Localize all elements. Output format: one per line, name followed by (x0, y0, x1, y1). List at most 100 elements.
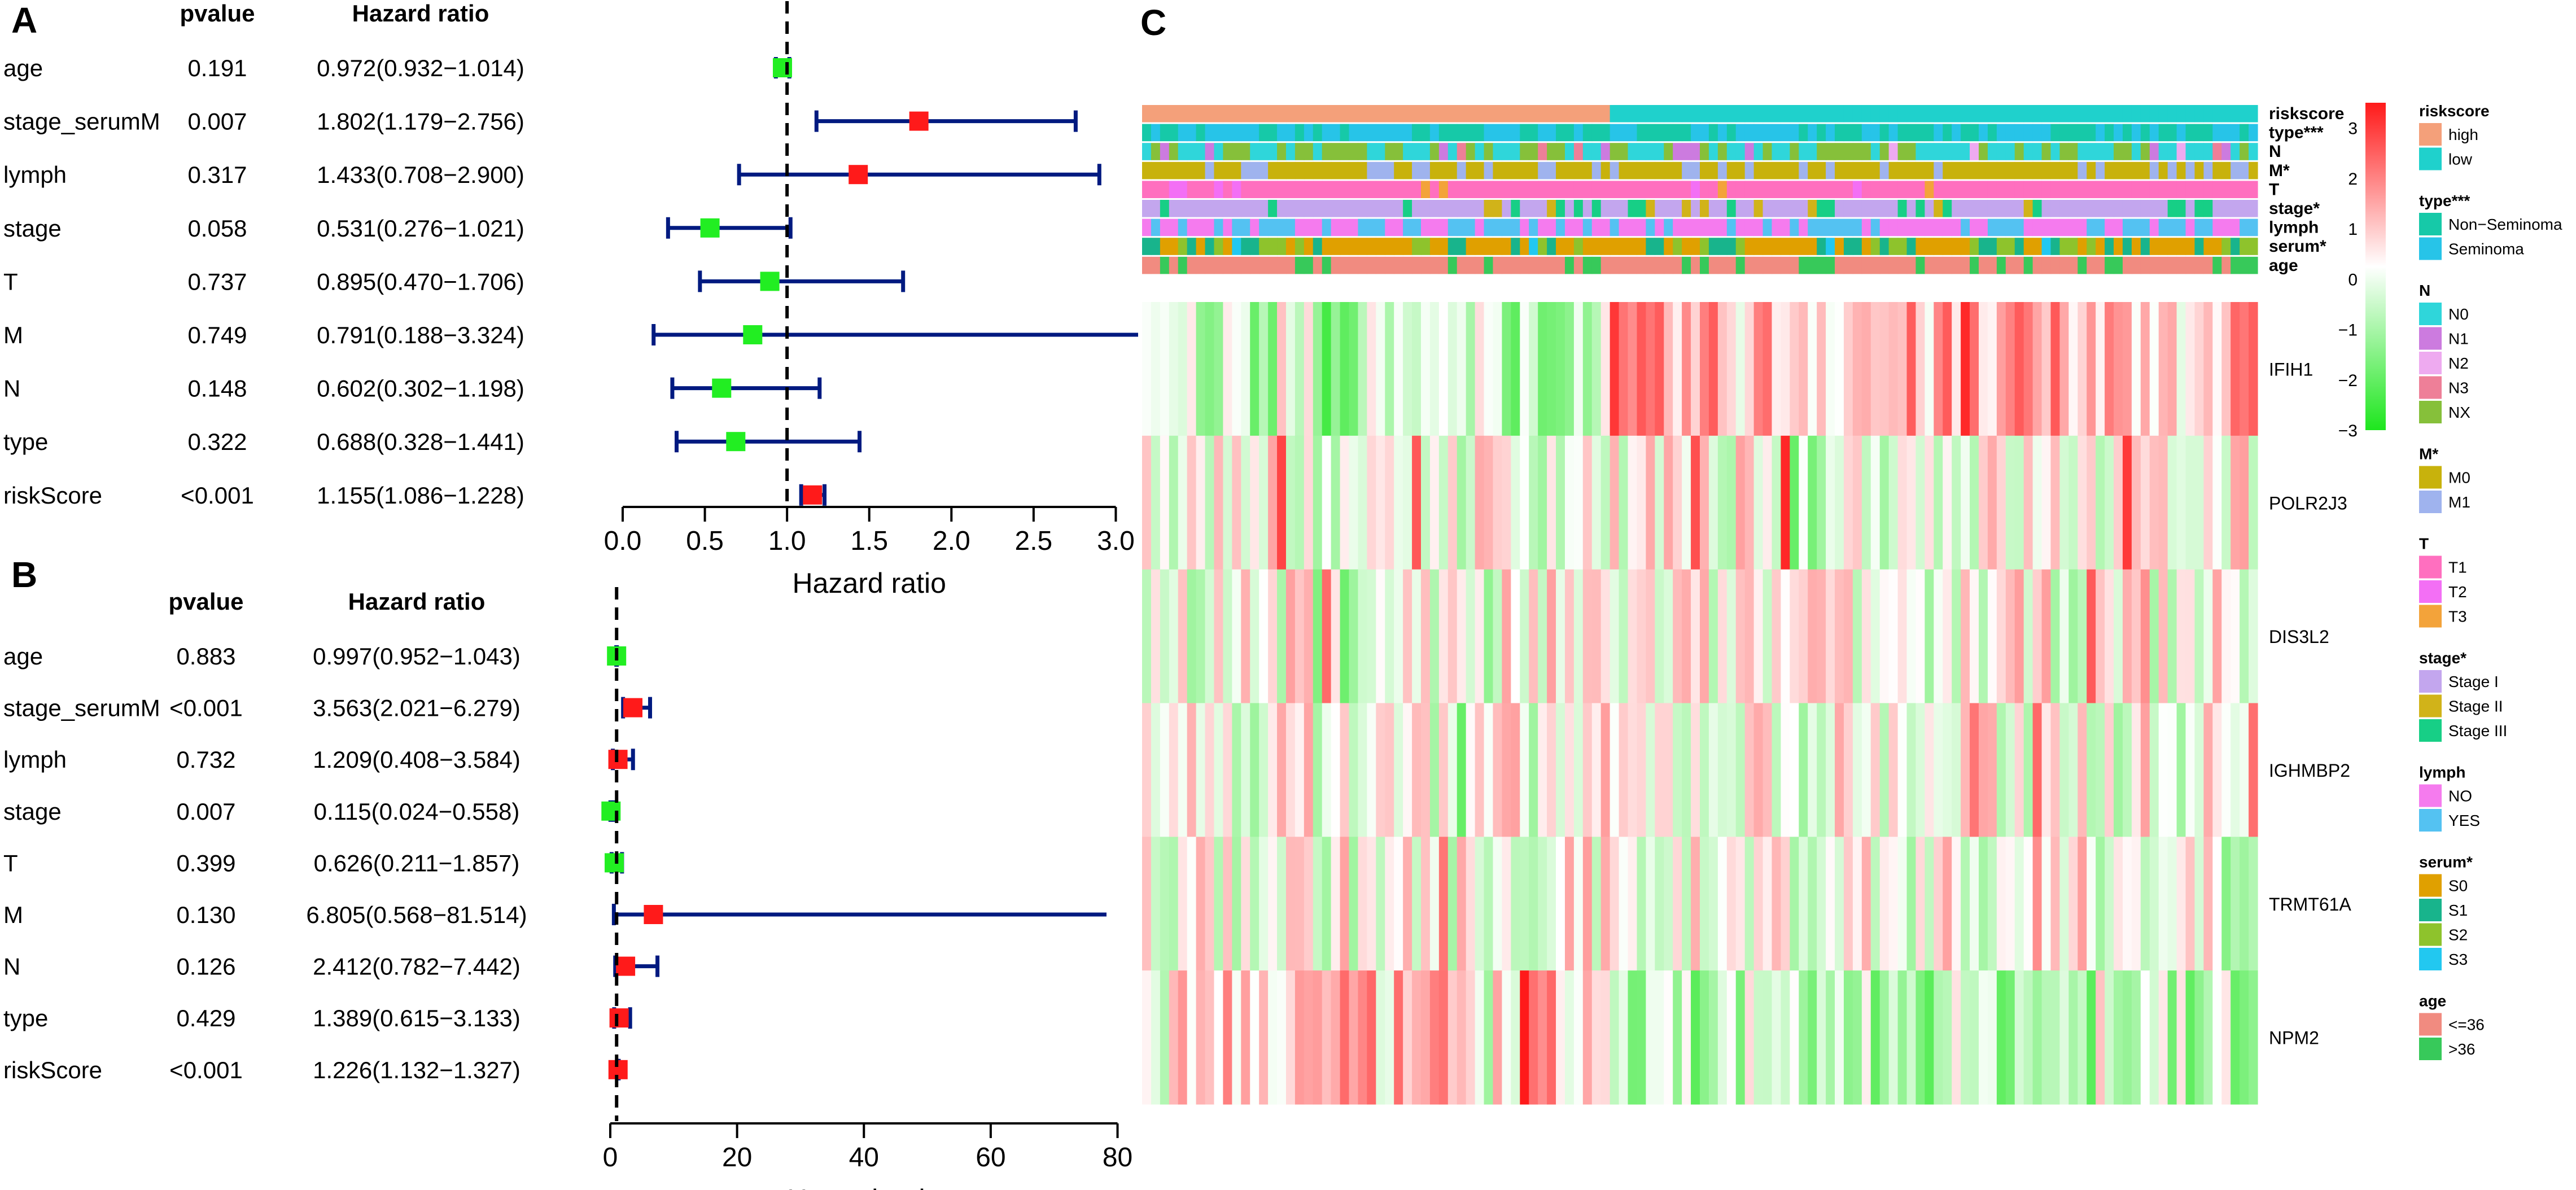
heat-cell (1655, 569, 1664, 704)
track-cell (1484, 105, 1494, 123)
track-cell (1888, 161, 1899, 180)
track-cell (1285, 200, 1296, 217)
track-cell (1367, 238, 1376, 255)
track-cell (1385, 181, 1394, 198)
heat-cell (1897, 837, 1908, 971)
heat-cell (2096, 837, 2105, 971)
track-cell (2231, 218, 2240, 237)
track-cell (1214, 143, 1224, 160)
heat-cell (1772, 837, 1782, 971)
track-cell (1529, 238, 1538, 255)
track-cell (1142, 181, 1152, 198)
track-cell (1682, 218, 1691, 237)
heat-cell (1241, 837, 1250, 971)
heat-cell (2105, 703, 2114, 837)
heat-cell (2041, 970, 2052, 1105)
row-hr-text-lymph: 1.433(0.708−2.900) (317, 161, 524, 188)
heat-cell (1790, 302, 1799, 436)
legend-title-stage: stage* (2419, 649, 2466, 667)
track-cell (1717, 218, 1727, 237)
track-cell (2050, 200, 2061, 217)
heat-cell (1925, 302, 1934, 436)
track-cell (1493, 238, 1503, 255)
heat-cell (1717, 569, 1727, 704)
heat-cell (2078, 302, 2087, 436)
track-cell (1744, 238, 1755, 255)
heat-cell (2131, 837, 2141, 971)
x-tick-label-3.0: 3.0 (1097, 526, 1135, 556)
heat-cell (1160, 703, 1170, 837)
track-cell (1547, 143, 1556, 160)
track-cell (1438, 105, 1449, 123)
track-cell (1529, 105, 1538, 123)
heat-cell (1394, 435, 1403, 570)
track-cell (1691, 161, 1700, 180)
heat-cell (2078, 703, 2087, 837)
track-cell (1475, 143, 1485, 160)
track-cell (1421, 256, 1431, 274)
track-cell (2212, 218, 2222, 237)
heat-cell (2212, 837, 2222, 971)
track-cell (1790, 218, 1799, 237)
heat-cell (1843, 970, 1853, 1105)
track-cell (2176, 105, 2186, 123)
track-cell (1259, 124, 1269, 142)
track-cell (2122, 105, 2132, 123)
track-cell (1241, 124, 1250, 142)
heat-cell (1169, 302, 1179, 436)
track-cell (1664, 124, 1673, 142)
legend-item-label: low (2448, 151, 2473, 168)
heat-cell (2212, 435, 2222, 570)
heat-cell (1691, 837, 1700, 971)
track-cell (1438, 200, 1449, 217)
track-cell (2149, 200, 2159, 217)
track-cell (1762, 181, 1773, 198)
heat-cell (1781, 569, 1790, 704)
heat-cell (1600, 970, 1611, 1105)
x-tick-label-1.5: 1.5 (850, 526, 888, 556)
heat-cell (1961, 435, 1970, 570)
heat-cell (1457, 703, 1467, 837)
row-pvalue-lymph: 0.317 (187, 161, 247, 188)
heat-cell (1466, 435, 1476, 570)
heat-cell (1897, 569, 1908, 704)
heat-cell (2096, 302, 2105, 436)
heat-cell (1421, 435, 1431, 570)
track-cell (2068, 238, 2078, 255)
track-cell (1394, 238, 1403, 255)
heat-cell (1340, 837, 1350, 971)
track-cell (2149, 256, 2159, 274)
heat-cell (2050, 837, 2061, 971)
heat-cell (1429, 435, 1440, 570)
legend-swatch (2419, 580, 2442, 603)
track-cell (1925, 218, 1934, 237)
track-cell (1943, 181, 1952, 198)
track-cell (1744, 256, 1755, 274)
track-cell (1817, 256, 1826, 274)
heat-cell (2176, 435, 2186, 570)
heat-cell (1708, 703, 1718, 837)
hr-marker-riskScore (803, 485, 823, 505)
heat-cell (1852, 837, 1862, 971)
heat-cell (1223, 837, 1232, 971)
heat-cell (1781, 703, 1790, 837)
track-cell (1313, 256, 1323, 274)
track-cell (1322, 200, 1332, 217)
track-cell (1628, 256, 1638, 274)
track-cell (2087, 124, 2096, 142)
track-cell (1511, 161, 1520, 180)
track-cell (1987, 200, 1997, 217)
track-cell (1861, 124, 1871, 142)
heat-cell (1178, 970, 1188, 1105)
track-cell (2176, 238, 2186, 255)
track-cell (1610, 143, 1620, 160)
heat-cell (1178, 435, 1188, 570)
heat-cell (1493, 970, 1503, 1105)
heat-cell (1600, 435, 1611, 570)
track-cell (2158, 256, 2168, 274)
heat-cell (1241, 703, 1250, 837)
heat-cell (1285, 837, 1296, 971)
track-cell (1781, 238, 1790, 255)
track-cell (2140, 105, 2150, 123)
track-cell (1726, 200, 1737, 217)
